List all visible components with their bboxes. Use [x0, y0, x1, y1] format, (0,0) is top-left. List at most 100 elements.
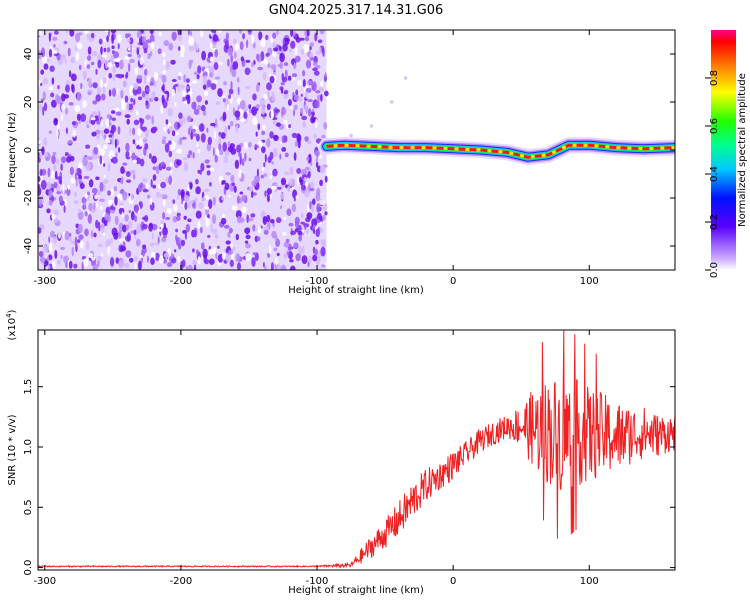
x-tick-label: -100	[306, 276, 329, 287]
noise-cell	[201, 50, 207, 61]
noise-cell	[197, 65, 202, 74]
noise-cell	[208, 248, 215, 255]
noise-cell	[267, 63, 271, 69]
colorbar-tick-label: 0.6	[709, 118, 720, 134]
colorbar-axes: 0.0 0.2 0.4 0.6 0.8	[705, 70, 720, 278]
noise-cell	[238, 168, 242, 179]
x-tick-label: 100	[580, 276, 599, 287]
spectral-ridge	[318, 137, 675, 166]
noise-cell	[294, 140, 298, 147]
noise-cell	[42, 106, 45, 116]
noise-cell	[175, 215, 181, 222]
noise-cell	[57, 59, 64, 65]
noise-cell	[111, 227, 118, 237]
noise-cell	[222, 111, 227, 122]
noise-cell	[324, 72, 327, 78]
noise-cell	[188, 127, 191, 136]
colorbar-tick-label: 0.8	[709, 70, 720, 86]
noise-cell	[148, 153, 152, 160]
noise-cell	[99, 198, 105, 202]
noise-cell	[209, 167, 215, 172]
noise-cell	[99, 181, 104, 192]
noise-cell	[189, 182, 193, 190]
noise-cell	[184, 202, 188, 210]
noise-cell	[312, 228, 316, 235]
noise-cell	[113, 51, 119, 59]
noise-cell	[133, 229, 137, 236]
noise-cell	[196, 95, 203, 103]
noise-cell	[315, 90, 321, 94]
noise-cell	[212, 228, 218, 235]
noise-cell	[86, 124, 90, 129]
noise-cell	[275, 122, 281, 127]
noise-cell	[147, 76, 150, 82]
noise-cell	[114, 138, 117, 149]
noise-cell	[288, 124, 292, 129]
noise-cell	[214, 234, 219, 239]
noise-cell	[230, 80, 233, 91]
noise-cell	[237, 262, 241, 270]
noise-cell	[165, 216, 171, 221]
noise-cell	[176, 236, 180, 246]
noise-cell	[245, 252, 252, 262]
noise-cell	[232, 62, 235, 70]
noise-cell	[117, 126, 121, 135]
noise-cell	[103, 144, 108, 150]
colorbar-tick-label: 0.4	[709, 166, 720, 182]
noise-cell	[57, 95, 62, 105]
noise-cell	[60, 54, 66, 61]
noise-cell	[315, 228, 320, 238]
noise-cell	[133, 83, 139, 90]
noise-cell	[271, 91, 275, 102]
noise-cell	[305, 87, 312, 93]
noise-cell	[177, 122, 181, 129]
noise-cell	[165, 176, 169, 184]
noise-cell	[324, 90, 329, 97]
noise-cell	[320, 246, 326, 257]
noise-cell	[316, 218, 321, 224]
noise-cell	[172, 199, 175, 204]
noise-cell	[133, 119, 140, 126]
noise-cell	[312, 108, 315, 113]
noise-cell	[219, 149, 224, 155]
noise-cell	[228, 249, 234, 255]
noise-cell	[52, 151, 57, 156]
noise-cell	[70, 56, 76, 64]
noise-cell	[48, 254, 53, 261]
y-tick-label: -40	[23, 238, 34, 254]
noise-cell	[281, 147, 287, 152]
noise-cell	[288, 178, 295, 187]
noise-cell	[245, 85, 251, 89]
noise-cell	[53, 218, 60, 223]
noise-cell	[54, 249, 58, 259]
noise-cell	[297, 230, 303, 236]
noise-cell	[69, 166, 74, 176]
noise-cell	[161, 237, 167, 243]
noise-cell	[272, 116, 278, 121]
noise-cell	[51, 77, 55, 85]
noise-cell	[204, 100, 208, 105]
noise-cell	[110, 30, 117, 34]
noise-cell	[64, 59, 68, 64]
noise-cell	[310, 162, 313, 167]
noise-cell	[40, 179, 47, 190]
noise-cell	[87, 191, 90, 196]
noise-cell	[151, 115, 154, 125]
noise-cell	[228, 194, 231, 198]
noise-cell	[48, 32, 52, 42]
noise-cell	[56, 128, 59, 139]
noise-cell	[80, 113, 87, 122]
noise-cell	[321, 264, 326, 268]
noise-cell	[95, 176, 100, 181]
noise-cell	[225, 172, 231, 176]
noise-cell	[46, 208, 51, 214]
noise-cell	[44, 260, 49, 266]
noise-cell	[160, 161, 166, 167]
noise-cell	[210, 66, 215, 74]
noise-cell	[186, 94, 191, 105]
noise-cell	[123, 80, 128, 88]
noise-cell	[208, 258, 215, 265]
noise-cell	[105, 118, 110, 128]
noise-cell	[107, 245, 111, 256]
noise-cell	[169, 162, 173, 167]
